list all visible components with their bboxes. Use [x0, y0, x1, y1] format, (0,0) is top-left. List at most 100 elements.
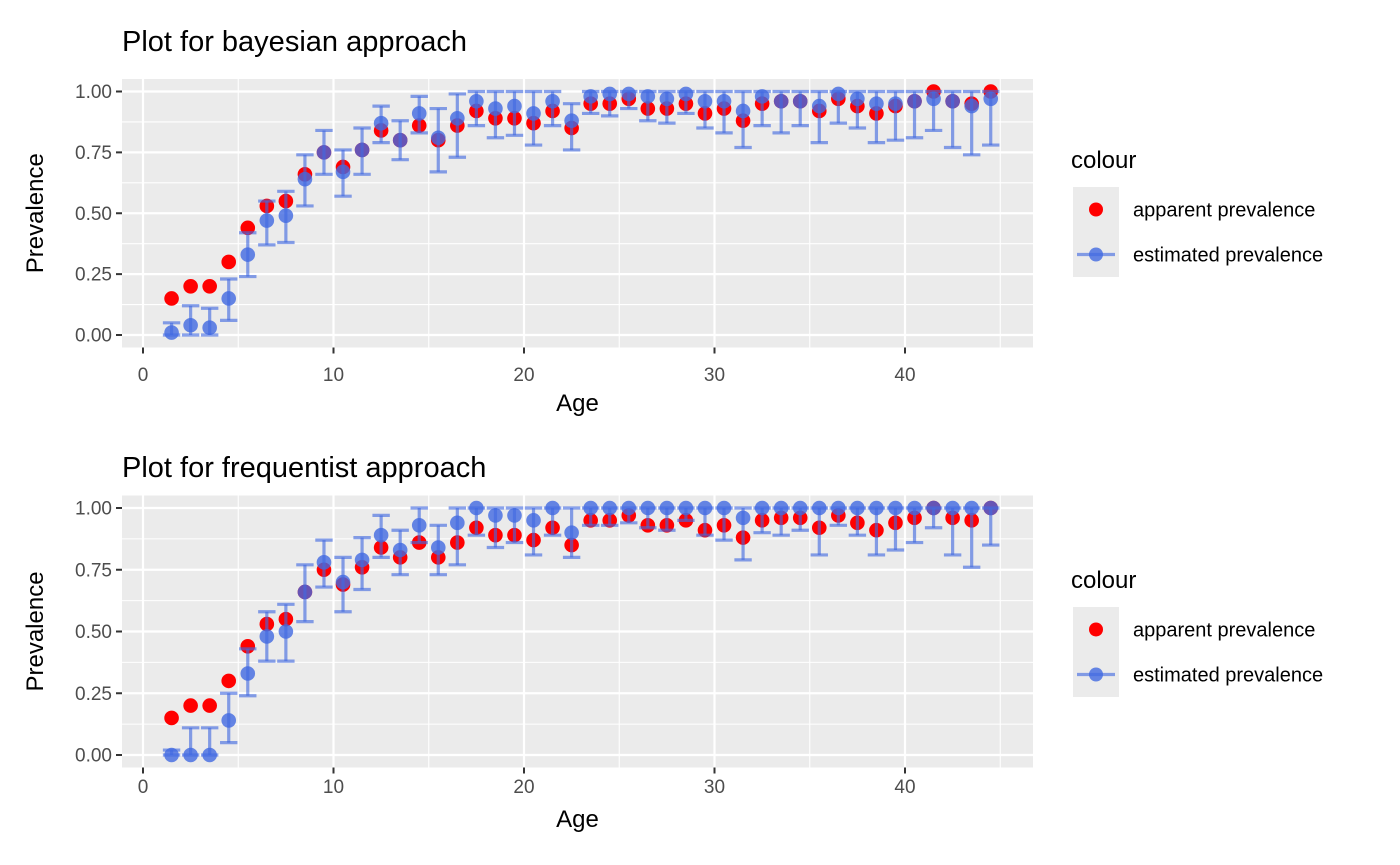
- point-estimated: [354, 552, 370, 568]
- legend-title: colour: [1071, 567, 1136, 594]
- point-estimated: [202, 747, 217, 763]
- point-estimated: [221, 713, 237, 728]
- series-estimated-prevalence: [162, 500, 1000, 763]
- point-estimated: [983, 500, 999, 516]
- legend-point-apparent-icon: [1089, 202, 1103, 217]
- point-estimated: [888, 500, 903, 516]
- point-estimated: [526, 513, 541, 528]
- point-estimated: [507, 98, 522, 114]
- point-estimated: [297, 584, 313, 600]
- y-tick-label: 0.25: [75, 684, 112, 705]
- point-estimated: [678, 500, 694, 516]
- point-estimated: [545, 500, 560, 516]
- point-estimated: [926, 91, 941, 107]
- x-tick-label: 10: [323, 365, 344, 386]
- point-estimated: [335, 164, 351, 180]
- point-estimated: [545, 93, 560, 109]
- point-apparent: [202, 698, 217, 713]
- point-estimated: [583, 500, 598, 516]
- point-estimated: [602, 500, 618, 516]
- point-estimated: [488, 101, 503, 116]
- point-apparent: [221, 254, 237, 270]
- point-estimated: [888, 96, 903, 111]
- x-tick-label: 30: [704, 365, 725, 386]
- point-estimated: [754, 500, 770, 516]
- legend-label: apparent prevalence: [1133, 620, 1315, 642]
- x-tick-label: 0: [138, 777, 149, 798]
- point-estimated: [469, 93, 484, 109]
- y-tick-label: 1.00: [75, 499, 112, 520]
- point-estimated: [697, 500, 713, 516]
- point-estimated: [907, 93, 922, 109]
- point-estimated: [259, 213, 275, 228]
- point-estimated: [373, 115, 389, 131]
- legend-label: apparent prevalence: [1133, 200, 1315, 222]
- y-tick-label: 1.00: [75, 82, 112, 103]
- point-estimated: [773, 93, 789, 109]
- x-tick-label: 0: [138, 365, 149, 386]
- point-estimated: [621, 86, 637, 102]
- x-tick-label: 40: [894, 365, 915, 386]
- x-tick-label: 40: [894, 777, 915, 798]
- point-estimated: [697, 93, 713, 109]
- point-estimated: [659, 91, 675, 107]
- point-estimated: [869, 96, 884, 111]
- point-estimated: [602, 86, 618, 102]
- point-estimated: [373, 527, 389, 543]
- y-tick-label: 0.75: [75, 560, 112, 581]
- point-estimated: [564, 525, 579, 540]
- y-tick-label: 0.25: [75, 265, 112, 286]
- chart-frequentist: Plot for frequentist approach 0 10 20 30 40 0.…: [22, 452, 1033, 833]
- point-estimated: [297, 171, 313, 187]
- point-estimated: [773, 500, 789, 516]
- legend-label: estimated prevalence: [1133, 665, 1323, 687]
- y-axis-title: Prevalence: [22, 153, 49, 273]
- point-estimated: [316, 555, 332, 570]
- x-axis-title: Age: [556, 390, 599, 417]
- point-estimated: [316, 145, 332, 160]
- point-estimated: [450, 515, 465, 531]
- point-estimated: [907, 500, 922, 516]
- point-estimated: [221, 291, 237, 306]
- point-estimated: [659, 500, 675, 516]
- x-tick-label: 30: [704, 777, 725, 798]
- point-estimated: [164, 325, 179, 340]
- y-tick-label: 0.75: [75, 143, 112, 164]
- point-estimated: [202, 320, 217, 335]
- point-estimated: [450, 110, 465, 126]
- y-axis-title: Prevalence: [22, 571, 49, 691]
- point-estimated: [469, 500, 484, 516]
- legend-title: colour: [1071, 147, 1136, 174]
- legend-point-estimated-icon: [1089, 667, 1103, 682]
- point-apparent: [164, 710, 179, 726]
- legend-label: estimated prevalence: [1133, 245, 1323, 267]
- x-tick-label: 20: [513, 365, 534, 386]
- point-apparent: [164, 291, 179, 306]
- point-estimated: [640, 89, 656, 104]
- point-estimated: [621, 500, 637, 516]
- point-estimated: [430, 130, 446, 146]
- point-apparent: [183, 279, 198, 294]
- point-estimated: [640, 500, 656, 516]
- point-estimated: [488, 508, 503, 523]
- point-estimated: [564, 113, 579, 129]
- legend-point-apparent-icon: [1089, 622, 1103, 637]
- legend-frequentist: colour apparent prevalence estimated preva…: [1071, 567, 1323, 697]
- point-estimated: [526, 106, 541, 121]
- point-estimated: [964, 98, 979, 114]
- point-estimated: [278, 208, 294, 223]
- point-estimated: [792, 500, 808, 516]
- point-estimated: [240, 666, 256, 681]
- point-estimated: [945, 93, 960, 109]
- series-estimated-prevalence: [162, 86, 1000, 340]
- chart-title-frequentist: Plot for frequentist approach: [122, 452, 486, 484]
- point-estimated: [735, 510, 751, 526]
- point-estimated: [278, 624, 294, 639]
- point-estimated: [850, 91, 865, 107]
- point-estimated: [354, 142, 370, 158]
- legend-point-estimated-icon: [1089, 247, 1103, 262]
- y-tick-label: 0.50: [75, 204, 112, 225]
- point-estimated: [850, 500, 865, 516]
